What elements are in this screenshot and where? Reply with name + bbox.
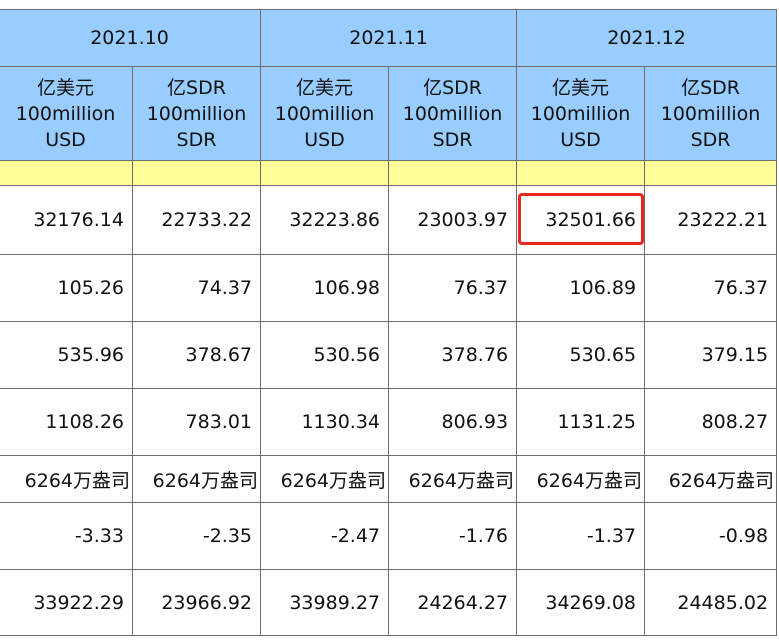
reserve-table: 2021.10 2021.11 2021.12 亿美元 100million USD… bbox=[0, 9, 778, 636]
month-header-row: 2021.10 2021.11 2021.12 bbox=[0, 9, 778, 67]
table-cell: -2.47 bbox=[260, 502, 390, 570]
table-cell: 23966.92 bbox=[131, 569, 262, 636]
table-cell: 378.67 bbox=[131, 321, 262, 389]
table-cell: 379.15 bbox=[644, 321, 778, 389]
unit-header-sdr: 亿SDR 100million SDR bbox=[644, 66, 778, 161]
table-cell: 24264.27 bbox=[388, 569, 518, 636]
table-cell: 23003.97 bbox=[388, 185, 518, 255]
table-cell: -3.33 bbox=[0, 502, 133, 570]
table-cell: 535.96 bbox=[0, 321, 133, 389]
table-row: 1108.26 783.01 1130.34 806.93 1131.25 80… bbox=[0, 388, 778, 456]
table-cell: 1131.25 bbox=[516, 388, 646, 456]
unit-header-row: 亿美元 100million USD 亿SDR 100million SDR 亿美元 10… bbox=[0, 66, 778, 161]
table-cell: -0.98 bbox=[644, 502, 778, 570]
table-cell: 806.93 bbox=[388, 388, 518, 456]
table-cell: 105.26 bbox=[0, 254, 133, 322]
table-cell: 23222.21 bbox=[644, 185, 778, 255]
table-cell: 1108.26 bbox=[0, 388, 133, 456]
table-cell: 6264万盎司 bbox=[644, 455, 778, 503]
table-row: 33922.29 23966.92 33989.27 24264.27 3426… bbox=[0, 569, 778, 636]
spacer-cell bbox=[131, 160, 262, 186]
table-cell: 106.89 bbox=[516, 254, 646, 322]
table-cell: 783.01 bbox=[131, 388, 262, 456]
table-cell: 22733.22 bbox=[131, 185, 262, 255]
highlight-box bbox=[518, 193, 644, 245]
spacer-cell bbox=[0, 160, 133, 186]
table-cell: 6264万盎司 bbox=[388, 455, 518, 503]
table-cell: 32223.86 bbox=[260, 185, 390, 255]
table-cell: -2.35 bbox=[131, 502, 262, 570]
unit-header-sdr: 亿SDR 100million SDR bbox=[131, 66, 262, 161]
table-row: 535.96 378.67 530.56 378.76 530.65 379.1… bbox=[0, 321, 778, 389]
table-cell: 1130.34 bbox=[260, 388, 390, 456]
table-cell: -1.37 bbox=[516, 502, 646, 570]
table-cell: 6264万盎司 bbox=[260, 455, 390, 503]
table-cell: 378.76 bbox=[388, 321, 518, 389]
spacer-cell bbox=[644, 160, 778, 186]
month-header-dec: 2021.12 bbox=[516, 9, 778, 67]
table-cell: 808.27 bbox=[644, 388, 778, 456]
table-cell: 74.37 bbox=[131, 254, 262, 322]
unit-header-usd: 亿美元 100million USD bbox=[516, 66, 646, 161]
unit-header-usd: 亿美元 100million USD bbox=[0, 66, 133, 161]
table-row: 6264万盎司 6264万盎司 6264万盎司 6264万盎司 6264万盎司 … bbox=[0, 455, 778, 503]
table-row: 32176.14 22733.22 32223.86 23003.97 3250… bbox=[0, 185, 778, 255]
table-cell: 6264万盎司 bbox=[516, 455, 646, 503]
table-cell: 76.37 bbox=[388, 254, 518, 322]
month-header-nov: 2021.11 bbox=[260, 9, 518, 67]
table-row: 105.26 74.37 106.98 76.37 106.89 76.37 bbox=[0, 254, 778, 322]
table-row: -3.33 -2.35 -2.47 -1.76 -1.37 -0.98 bbox=[0, 502, 778, 570]
table-cell: 24485.02 bbox=[644, 569, 778, 636]
table-cell: 530.56 bbox=[260, 321, 390, 389]
table-cell: 6264万盎司 bbox=[0, 455, 133, 503]
table-cell: 530.65 bbox=[516, 321, 646, 389]
spacer-cell bbox=[516, 160, 646, 186]
table-cell: -1.76 bbox=[388, 502, 518, 570]
table-cell: 33989.27 bbox=[260, 569, 390, 636]
table-cell: 33922.29 bbox=[0, 569, 133, 636]
table-cell: 34269.08 bbox=[516, 569, 646, 636]
month-header-oct: 2021.10 bbox=[0, 9, 262, 67]
table-cell: 6264万盎司 bbox=[131, 455, 262, 503]
unit-header-usd: 亿美元 100million USD bbox=[260, 66, 390, 161]
table-cell: 106.98 bbox=[260, 254, 390, 322]
unit-header-sdr: 亿SDR 100million SDR bbox=[388, 66, 518, 161]
table-cell: 76.37 bbox=[644, 254, 778, 322]
spacer-cell bbox=[260, 160, 390, 186]
table-cell: 32176.14 bbox=[0, 185, 133, 255]
spacer-cell bbox=[388, 160, 518, 186]
spacer-row bbox=[0, 160, 778, 186]
